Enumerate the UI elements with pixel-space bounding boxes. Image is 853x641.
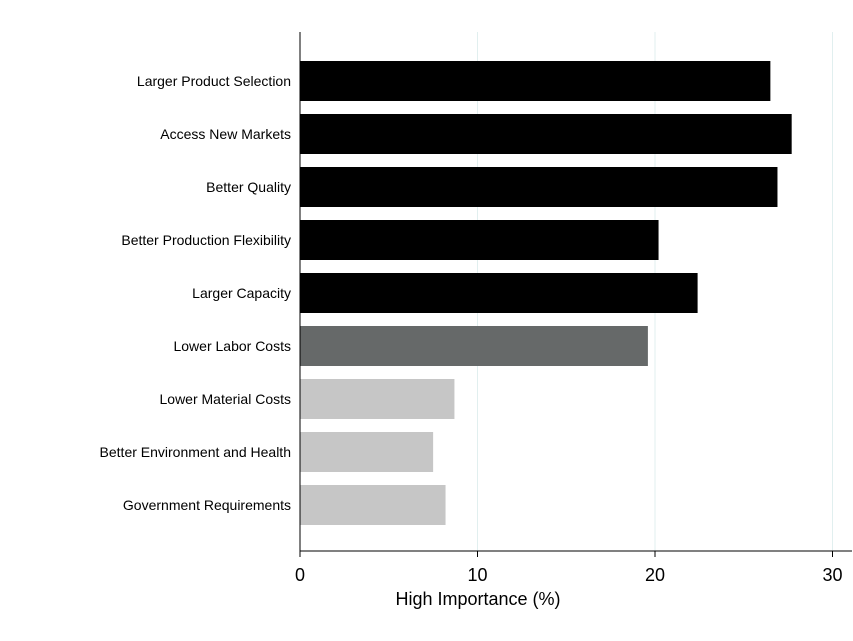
bar-2 [300, 167, 778, 207]
category-label: Lower Labor Costs [173, 338, 291, 354]
bar-0 [300, 61, 771, 101]
bar-4 [300, 273, 698, 313]
bar-8 [300, 485, 446, 525]
bar-1 [300, 114, 792, 154]
category-label: Better Environment and Health [100, 444, 291, 460]
category-label: Access New Markets [160, 126, 291, 142]
x-tick-label: 20 [645, 565, 665, 585]
x-axis-title: High Importance (%) [395, 589, 560, 609]
x-tick-label: 30 [822, 565, 842, 585]
category-label: Better Quality [206, 179, 291, 195]
category-label: Better Production Flexibility [121, 232, 291, 248]
bar-3 [300, 220, 659, 260]
bars [300, 61, 792, 525]
x-tick-label: 0 [295, 565, 305, 585]
bar-6 [300, 379, 455, 419]
category-label: Government Requirements [123, 497, 291, 513]
bar-7 [300, 432, 434, 472]
x-ticks: 0 10 20 30 [295, 551, 843, 585]
category-label: Lower Material Costs [160, 391, 292, 407]
category-label: Larger Capacity [192, 285, 291, 301]
x-tick-label: 10 [467, 565, 487, 585]
bar-5 [300, 326, 648, 366]
category-label: Larger Product Selection [137, 73, 291, 89]
category-labels: Larger Product Selection Access New Marke… [100, 73, 291, 513]
